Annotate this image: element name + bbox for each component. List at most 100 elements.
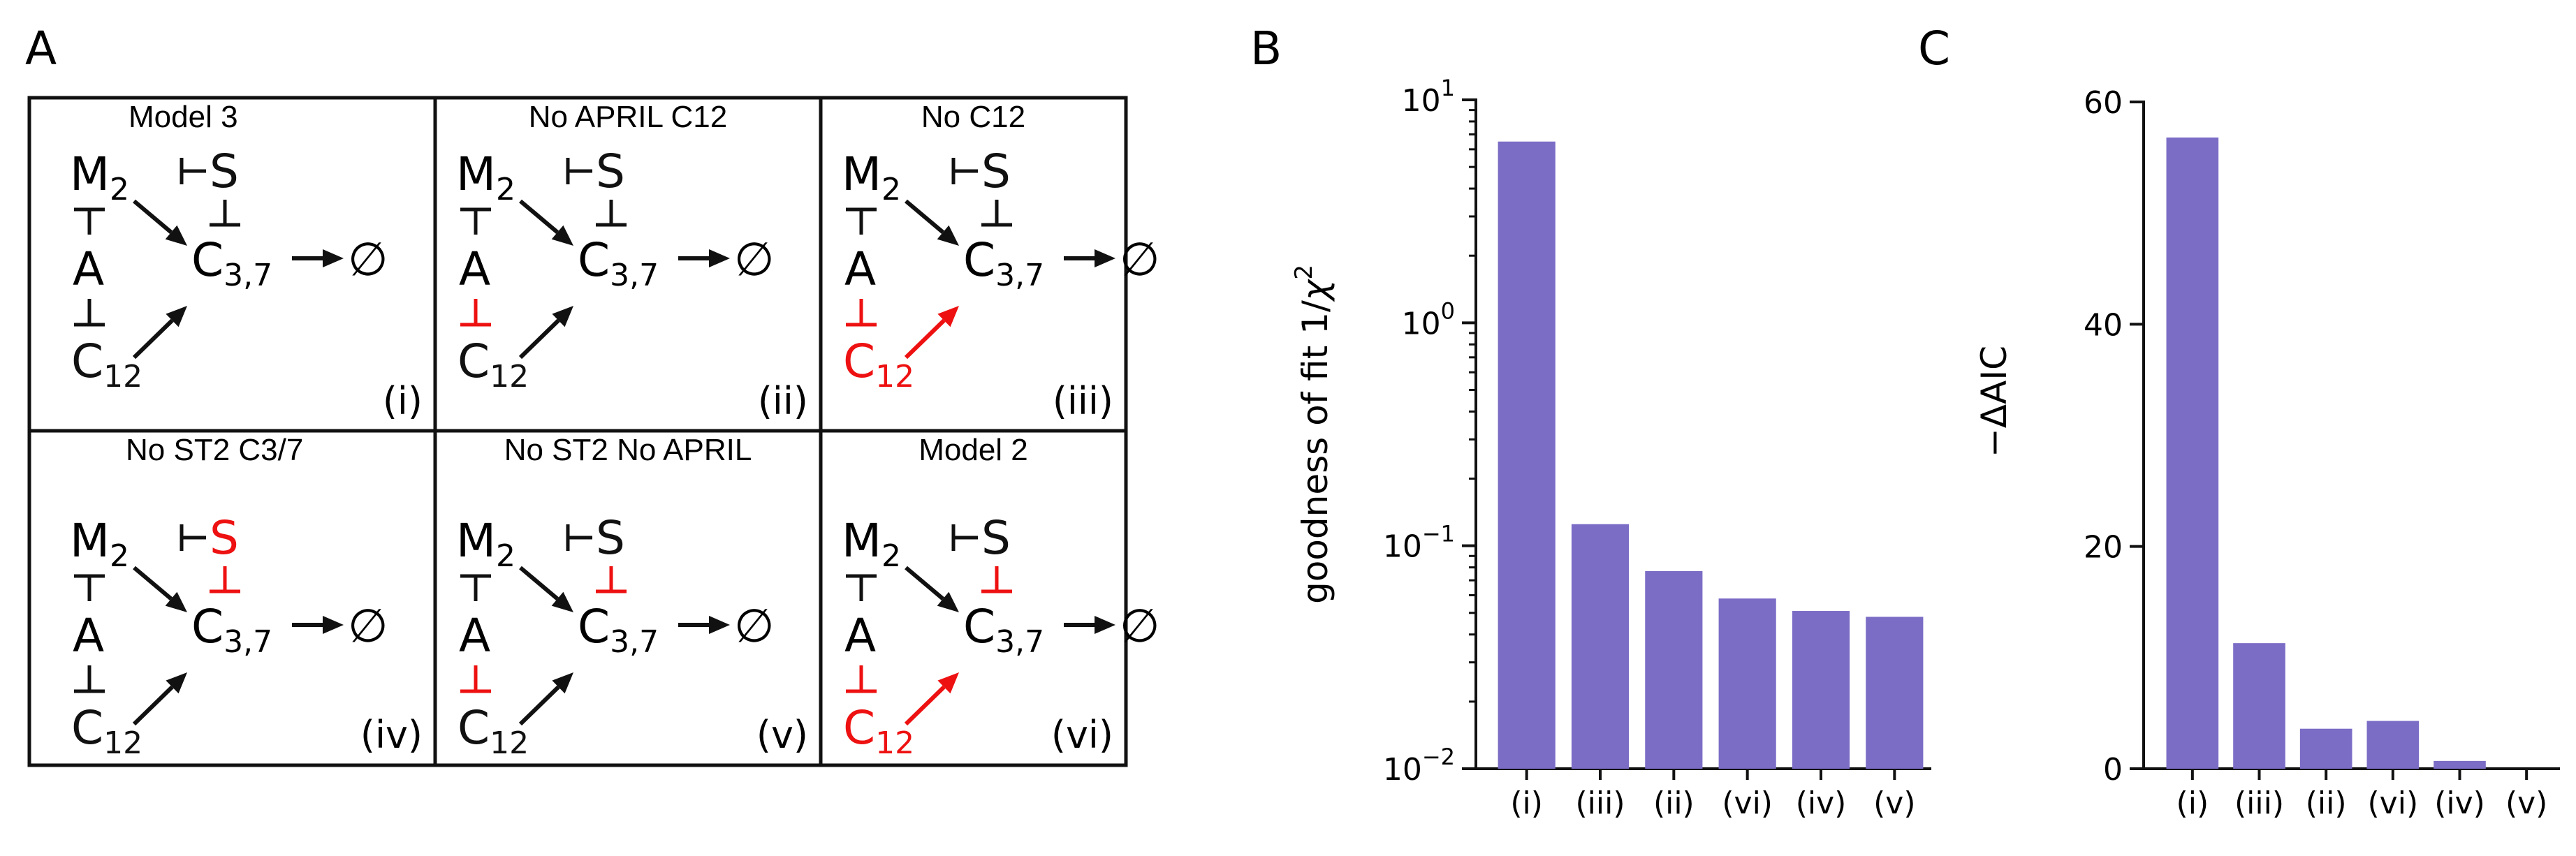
model-title: No APRIL C12 bbox=[529, 100, 728, 134]
arrow-m2-c37 bbox=[133, 566, 173, 600]
arrow-m2-c37-head bbox=[551, 225, 573, 246]
arrow-c12-c37 bbox=[518, 685, 560, 726]
chart-b-y-tick-label: 100 bbox=[1402, 297, 1455, 341]
model-title: No ST2 No APRIL bbox=[504, 433, 752, 467]
chart-b-y-tick-label: 10−1 bbox=[1383, 521, 1455, 565]
chart-b-bar bbox=[1866, 617, 1924, 769]
chart-c-y-tick-label: 60 bbox=[2084, 85, 2123, 121]
model-cell-5: No ST2 No APRIL M2 A C12 S C3,7 ∅ (v) bbox=[456, 433, 808, 761]
node-c12: C12 bbox=[71, 701, 142, 761]
chart-c-x-tick-label: (iii) bbox=[2234, 785, 2284, 821]
arrow-c12-c37-head bbox=[937, 306, 959, 327]
chart-c-bar bbox=[2166, 137, 2219, 769]
node-m2: M2 bbox=[70, 147, 129, 207]
node-c37: C3,7 bbox=[963, 233, 1044, 293]
node-a: A bbox=[844, 609, 876, 663]
model-cell-1: Model 3M2 A C12 S C3,7 ∅ (i) bbox=[70, 100, 423, 423]
arrow-c37-degradation-head bbox=[1095, 249, 1115, 267]
arrow-c37-degradation-head bbox=[709, 249, 730, 267]
chart-b-x-tick-label: (iii) bbox=[1575, 785, 1625, 821]
chart-b-x-tick-label: (v) bbox=[1873, 785, 1915, 821]
chart-b-y-tick-label: 10−2 bbox=[1383, 744, 1455, 788]
arrow-c12-c37-head bbox=[166, 672, 187, 694]
chart-c-y-label: −ΔAIC bbox=[1974, 346, 2014, 457]
arrow-c37-degradation-head bbox=[323, 616, 344, 634]
chart-c-bars bbox=[2166, 137, 2486, 769]
node-s: S bbox=[981, 511, 1011, 565]
chart-b-y-tick-label: 101 bbox=[1402, 75, 1455, 119]
node-degradation: ∅ bbox=[1120, 599, 1160, 653]
arrow-c12-c37-head bbox=[552, 672, 573, 694]
model-cell-6: Model 2 M2 A C12 S C3,7 ∅ (vi) bbox=[842, 433, 1160, 761]
arrow-c12-c37 bbox=[904, 318, 946, 360]
chart-b-y-label: goodness of fit 1/χ2 bbox=[1290, 265, 1335, 604]
node-c12: C12 bbox=[843, 701, 914, 761]
model-cell-3: No C12 M2 A C12 S C3,7 ∅ (iii) bbox=[842, 100, 1160, 423]
node-c12: C12 bbox=[843, 334, 914, 394]
chart-delta-aic: (i) (iii) (ii) (vi) (iv) (v) 0 20 40 60 −ΔAIC bbox=[1974, 85, 2560, 821]
node-m2: M2 bbox=[842, 514, 901, 574]
panel-label-c: C bbox=[1918, 22, 1950, 75]
arrow-m2-c37 bbox=[133, 199, 173, 234]
chart-b-x-tick-label: (i) bbox=[1510, 785, 1543, 821]
node-degradation: ∅ bbox=[1120, 233, 1160, 286]
chart-c-bar bbox=[2434, 760, 2486, 769]
chart-c-x-tick-label: (ii) bbox=[2306, 785, 2347, 821]
node-c37: C3,7 bbox=[191, 600, 272, 660]
node-c12: C12 bbox=[458, 334, 529, 394]
arrow-c37-degradation-head bbox=[323, 249, 344, 267]
node-a: A bbox=[73, 609, 104, 663]
arrow-m2-c37 bbox=[905, 199, 944, 234]
chart-b-y-ticks: 10−2 10−1 100 101 bbox=[1383, 75, 1476, 788]
arrow-m2-c37 bbox=[519, 566, 559, 600]
node-m2: M2 bbox=[842, 147, 901, 207]
arrow-m2-c37 bbox=[905, 566, 944, 600]
arrow-c12-c37 bbox=[132, 685, 174, 726]
model-cell-2: No APRIL C12 M2 A C12 S C3,7 ∅ (ii) bbox=[456, 100, 808, 423]
node-s: S bbox=[596, 145, 625, 198]
chart-c-bar bbox=[2299, 728, 2352, 769]
node-a: A bbox=[459, 609, 490, 663]
arrow-m2-c37 bbox=[519, 199, 559, 234]
model-tag: (iii) bbox=[1053, 379, 1113, 423]
arrow-m2-c37-head bbox=[551, 591, 573, 612]
node-s: S bbox=[596, 511, 625, 565]
chart-c-y-tick-label: 40 bbox=[2084, 307, 2123, 343]
model-title: Model 3 bbox=[129, 100, 238, 134]
node-c37: C3,7 bbox=[963, 600, 1044, 660]
node-degradation: ∅ bbox=[734, 233, 775, 286]
arrow-c12-c37 bbox=[518, 318, 560, 360]
chart-b-bar bbox=[1718, 598, 1776, 769]
node-s: S bbox=[210, 511, 239, 565]
model-tag: (v) bbox=[756, 713, 808, 757]
node-degradation: ∅ bbox=[348, 233, 388, 286]
arrow-m2-c37-head bbox=[937, 225, 959, 246]
arrow-c12-c37-head bbox=[937, 672, 959, 694]
arrow-m2-c37-head bbox=[165, 225, 187, 246]
arrow-c12-c37-head bbox=[166, 306, 187, 327]
node-m2: M2 bbox=[456, 514, 515, 574]
chart-b-bar bbox=[1571, 524, 1630, 769]
node-c37: C3,7 bbox=[578, 600, 659, 660]
chart-c-y-ticks: 0 20 40 60 bbox=[2084, 85, 2144, 788]
chart-b-bars bbox=[1498, 141, 1924, 769]
chart-b-bar bbox=[1498, 141, 1556, 769]
node-c37: C3,7 bbox=[191, 233, 272, 293]
chart-b-x-ticks: (i) (iii) (ii) (vi) (iv) (v) bbox=[1510, 769, 1916, 821]
chart-b-bar bbox=[1792, 611, 1850, 769]
model-title: Model 2 bbox=[919, 433, 1028, 467]
node-s: S bbox=[981, 145, 1011, 198]
chart-b-bar bbox=[1645, 570, 1703, 769]
chart-c-x-tick-label: (i) bbox=[2176, 785, 2209, 821]
node-a: A bbox=[73, 242, 104, 296]
node-a: A bbox=[844, 242, 876, 296]
node-c12: C12 bbox=[71, 334, 142, 394]
chart-c-x-tick-label: (v) bbox=[2505, 785, 2547, 821]
chart-c-y-tick-label: 0 bbox=[2103, 752, 2123, 788]
chart-c-x-tick-label: (iv) bbox=[2434, 785, 2485, 821]
node-c12: C12 bbox=[458, 701, 529, 761]
model-tag: (ii) bbox=[758, 379, 808, 423]
chart-b-x-tick-label: (vi) bbox=[1722, 785, 1773, 821]
